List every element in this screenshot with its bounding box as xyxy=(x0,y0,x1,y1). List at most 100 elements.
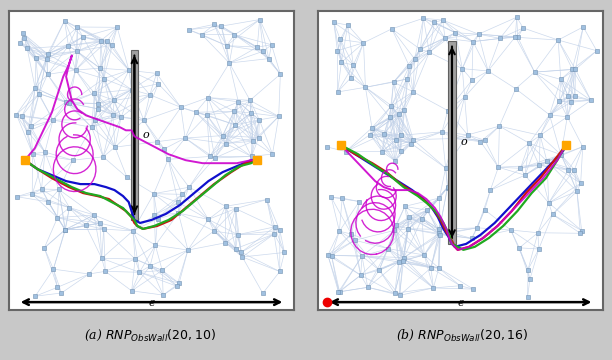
Point xyxy=(562,114,572,120)
Point xyxy=(209,22,219,27)
Point xyxy=(375,267,384,273)
Point xyxy=(396,132,406,138)
Point xyxy=(511,86,521,91)
Point xyxy=(570,167,580,173)
Point xyxy=(395,292,405,298)
Point xyxy=(202,112,212,118)
Point xyxy=(460,94,469,100)
Point xyxy=(329,19,338,25)
Point xyxy=(151,242,160,248)
Point xyxy=(37,186,47,192)
Point xyxy=(360,84,370,90)
Point xyxy=(255,117,264,123)
Point xyxy=(173,199,183,205)
Point xyxy=(108,42,118,48)
Point xyxy=(275,269,285,274)
Point xyxy=(209,228,219,234)
Point xyxy=(197,32,207,37)
Point xyxy=(341,149,351,154)
Point xyxy=(567,66,577,72)
Point xyxy=(457,66,467,72)
Point xyxy=(523,294,532,300)
Point xyxy=(390,137,400,143)
Point xyxy=(586,97,595,103)
Point xyxy=(337,195,347,201)
Point xyxy=(64,205,74,211)
Point xyxy=(177,192,187,197)
Point xyxy=(191,109,201,115)
Point xyxy=(43,51,53,57)
Point xyxy=(149,191,159,197)
Point xyxy=(544,200,554,206)
Point xyxy=(203,216,213,222)
Point xyxy=(365,132,375,138)
Point xyxy=(258,291,267,296)
Point xyxy=(463,132,472,138)
Point xyxy=(252,44,262,50)
Point xyxy=(417,216,427,221)
Point xyxy=(245,98,255,103)
Point xyxy=(592,48,602,54)
Point xyxy=(157,267,167,273)
Point xyxy=(534,162,544,168)
Point xyxy=(435,195,444,201)
Point xyxy=(578,144,588,150)
Point xyxy=(135,269,144,275)
Point xyxy=(116,114,126,120)
Point xyxy=(112,24,122,30)
Point xyxy=(274,113,283,119)
Point xyxy=(572,189,582,194)
Point xyxy=(335,37,345,42)
Point xyxy=(181,135,190,141)
Point xyxy=(275,71,285,77)
Point xyxy=(435,226,444,232)
Point xyxy=(81,222,91,228)
Point xyxy=(405,63,414,69)
Point xyxy=(31,55,41,61)
Point xyxy=(48,266,58,272)
Point xyxy=(424,49,434,55)
Point xyxy=(385,114,395,120)
Point xyxy=(78,34,88,40)
Point xyxy=(513,35,523,40)
Point xyxy=(390,158,400,164)
Point xyxy=(237,254,247,260)
Point xyxy=(494,123,504,129)
Point xyxy=(53,284,62,290)
Point xyxy=(378,149,387,154)
Point xyxy=(359,40,368,46)
Point xyxy=(357,253,367,259)
Point xyxy=(64,100,74,106)
Point xyxy=(233,232,242,238)
Point xyxy=(17,113,27,119)
Point xyxy=(40,149,50,155)
Point xyxy=(409,56,419,62)
Point xyxy=(152,139,162,145)
Point xyxy=(34,91,44,96)
Point xyxy=(570,93,580,99)
Point xyxy=(229,108,239,114)
Point xyxy=(390,291,400,296)
Point xyxy=(493,165,503,170)
Point xyxy=(222,43,231,49)
Point xyxy=(60,227,70,233)
Point xyxy=(563,94,573,99)
Point xyxy=(99,76,109,81)
Point xyxy=(262,197,272,202)
Point xyxy=(523,267,533,273)
Point xyxy=(15,40,25,45)
Point xyxy=(128,228,138,234)
Point xyxy=(564,167,573,173)
Point xyxy=(30,85,40,91)
Point xyxy=(556,152,566,158)
Point xyxy=(506,227,516,233)
Point xyxy=(515,166,525,171)
Point xyxy=(400,107,409,113)
Point xyxy=(267,151,277,157)
Text: o: o xyxy=(143,130,150,140)
Point xyxy=(159,146,169,152)
Point xyxy=(42,56,51,62)
Point xyxy=(575,230,585,236)
Point xyxy=(396,148,406,154)
Point xyxy=(233,99,243,105)
